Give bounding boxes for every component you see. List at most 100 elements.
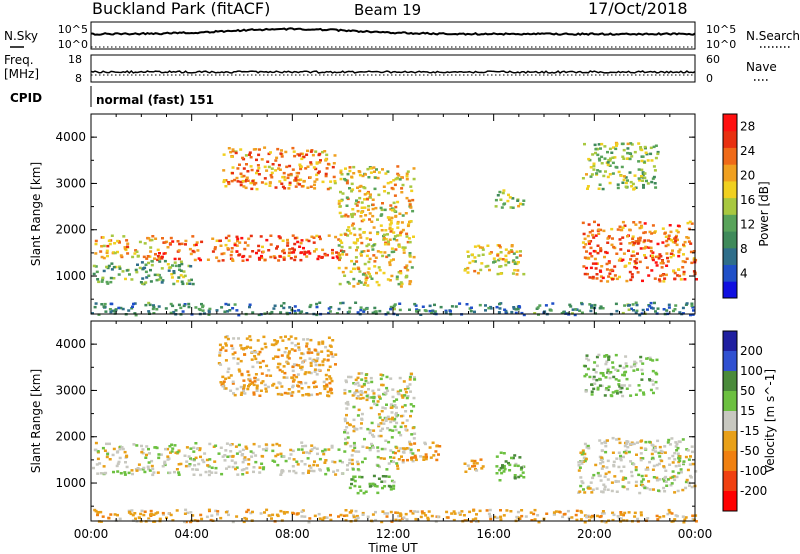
- heatmap-cell: [581, 177, 585, 180]
- heatmap-cell: [502, 466, 506, 470]
- heatmap-cell: [606, 161, 610, 164]
- heatmap-cell: [214, 466, 218, 470]
- velocity-y-axis-label: Slant Range [km]: [29, 369, 43, 473]
- heatmap-cell: [372, 395, 376, 399]
- heatmap-cell: [271, 459, 275, 462]
- heatmap-cell: [297, 171, 301, 175]
- heatmap-cell: [404, 425, 408, 428]
- heatmap-cell: [291, 365, 295, 369]
- heatmap-cell: [487, 512, 491, 516]
- heatmap-cell: [382, 236, 386, 240]
- y-tick-label: 1000: [55, 476, 86, 490]
- heatmap-cell: [622, 366, 626, 370]
- heatmap-cell: [307, 239, 311, 243]
- heatmap-cell: [677, 440, 681, 443]
- heatmap-cell: [362, 231, 366, 234]
- heatmap-cell: [261, 380, 265, 383]
- heatmap-cell: [314, 167, 318, 171]
- heatmap-cell: [217, 362, 221, 365]
- heatmap-cell: [641, 171, 645, 174]
- heatmap-cell: [308, 357, 312, 360]
- heatmap-cell: [383, 485, 387, 488]
- heatmap-cell: [365, 307, 369, 310]
- heatmap-cell: [529, 511, 533, 514]
- velocity-colorbar-tick: 100: [740, 364, 763, 378]
- heatmap-cell: [687, 458, 691, 461]
- heatmap-cell: [629, 365, 633, 369]
- heatmap-cell: [240, 236, 244, 240]
- heatmap-cell: [412, 255, 416, 259]
- heatmap-cell: [562, 310, 566, 314]
- heatmap-cell: [684, 516, 688, 519]
- heatmap-cell: [103, 472, 107, 475]
- heatmap-cell: [356, 246, 360, 249]
- heatmap-cell: [533, 312, 537, 315]
- heatmap-cell: [367, 267, 371, 270]
- heatmap-cell: [101, 515, 105, 518]
- heatmap-cell: [341, 253, 345, 256]
- heatmap-cell: [505, 509, 509, 512]
- heatmap-cell: [157, 278, 161, 281]
- heatmap-cell: [436, 515, 440, 519]
- heatmap-cell: [246, 370, 250, 373]
- heatmap-cell: [628, 262, 631, 265]
- heatmap-cell: [118, 517, 122, 521]
- heatmap-cell: [631, 237, 635, 240]
- heatmap-cell: [661, 260, 664, 263]
- heatmap-cell: [251, 510, 254, 514]
- heatmap-cell: [119, 254, 123, 257]
- heatmap-cell: [408, 383, 412, 386]
- heatmap-cell: [656, 242, 660, 246]
- heatmap-cell: [326, 162, 330, 166]
- heatmap-cell: [350, 190, 354, 193]
- heatmap-cell: [218, 354, 222, 357]
- heatmap-cell: [254, 454, 258, 457]
- heatmap-cell: [381, 510, 385, 513]
- heatmap-cell: [511, 197, 515, 200]
- heatmap-cell: [389, 377, 393, 380]
- power-colorbar-tick: 24: [740, 144, 755, 158]
- heatmap-cell: [327, 448, 331, 451]
- heatmap-cell: [286, 244, 290, 247]
- heatmap-cell: [274, 169, 278, 172]
- heatmap-cell: [621, 485, 625, 488]
- freq-label: Freq.: [4, 53, 34, 67]
- heatmap-cell: [371, 433, 374, 437]
- heatmap-cell: [667, 237, 671, 240]
- heatmap-cell: [339, 190, 342, 194]
- heatmap-cell: [119, 306, 123, 310]
- heatmap-cell: [597, 187, 601, 190]
- heatmap-cell: [229, 374, 233, 377]
- heatmap-cell: [656, 518, 660, 521]
- heatmap-cell: [147, 237, 151, 240]
- heatmap-cell: [592, 377, 596, 381]
- heatmap-cell: [322, 452, 326, 456]
- heatmap-cell: [608, 376, 612, 380]
- heatmap-cell: [349, 232, 353, 235]
- heatmap-cell: [343, 431, 346, 434]
- heatmap-cell: [260, 454, 264, 458]
- heatmap-cell: [599, 147, 602, 150]
- heatmap-cell: [496, 272, 500, 276]
- heatmap-cell: [166, 455, 170, 458]
- heatmap-cell: [364, 373, 368, 376]
- y-tick-label: 3000: [55, 383, 86, 397]
- heatmap-cell: [177, 276, 181, 279]
- heatmap-cell: [385, 375, 389, 379]
- heatmap-cell: [280, 471, 284, 474]
- heatmap-cell: [350, 175, 354, 179]
- heatmap-cell: [630, 275, 634, 279]
- heatmap-cell: [271, 384, 275, 387]
- heatmap-cell: [648, 440, 652, 444]
- nsearch-label: N.Search: [746, 29, 800, 43]
- heatmap-cell: [615, 457, 619, 460]
- heatmap-cell: [682, 460, 686, 463]
- heatmap-cell: [364, 490, 368, 493]
- heatmap-cell: [120, 446, 124, 449]
- heatmap-cell: [276, 340, 279, 343]
- heatmap-cell: [679, 471, 683, 474]
- heatmap-cell: [170, 450, 174, 453]
- heatmap-cell: [651, 256, 655, 259]
- heatmap-cell: [350, 478, 354, 481]
